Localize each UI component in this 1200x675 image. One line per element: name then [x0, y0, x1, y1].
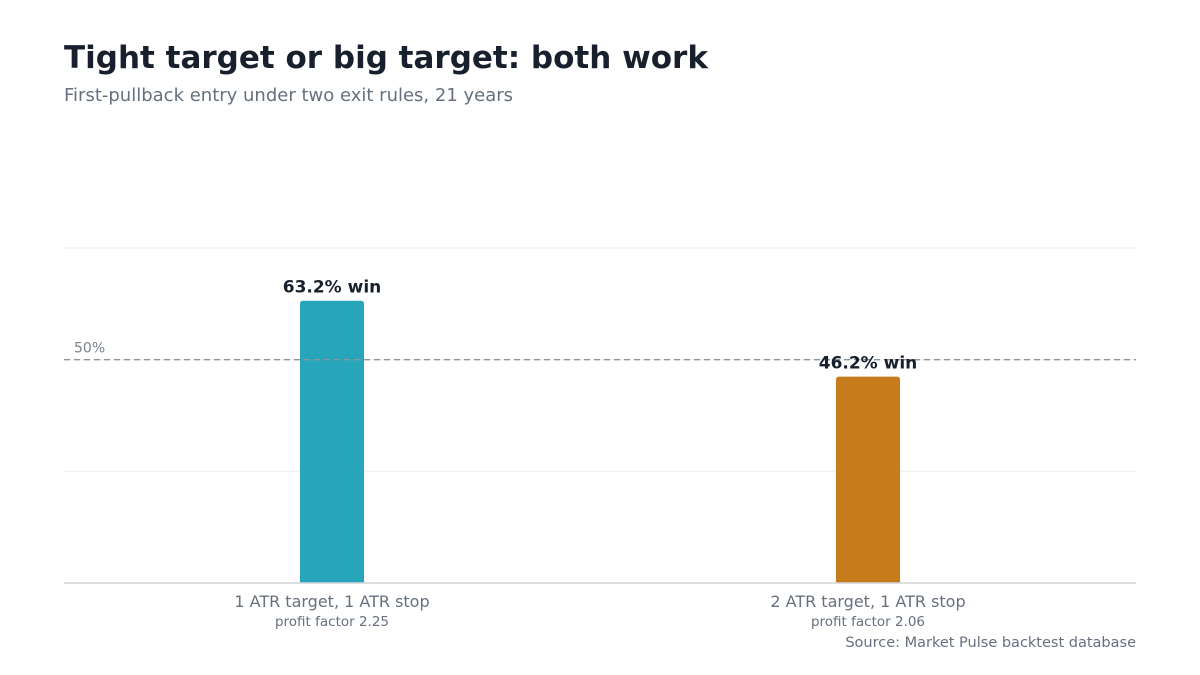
reference-line-label: 50%: [74, 341, 105, 357]
bar-1: [300, 300, 364, 583]
category-note-2: profit factor 2.06: [811, 614, 925, 630]
labels: 63.2% win 1 ATR target, 1 ATR stop profit …: [234, 278, 965, 630]
data-label-1: 63.2% win: [283, 278, 382, 298]
data-label-2: 46.2% win: [819, 354, 918, 374]
bar-2: [836, 376, 900, 583]
bars: [300, 300, 900, 583]
chart-title: Tight target or big target: both work: [64, 40, 708, 76]
reference-line-group: 50%: [64, 341, 1136, 584]
category-label-2: 2 ATR target, 1 ATR stop: [770, 592, 965, 611]
category-label-1: 1 ATR target, 1 ATR stop: [234, 592, 429, 611]
chart-subtitle: First-pullback entry under two exit rule…: [64, 85, 514, 106]
source-note: Source: Market Pulse backtest database: [845, 635, 1136, 651]
category-note-1: profit factor 2.25: [275, 614, 389, 630]
